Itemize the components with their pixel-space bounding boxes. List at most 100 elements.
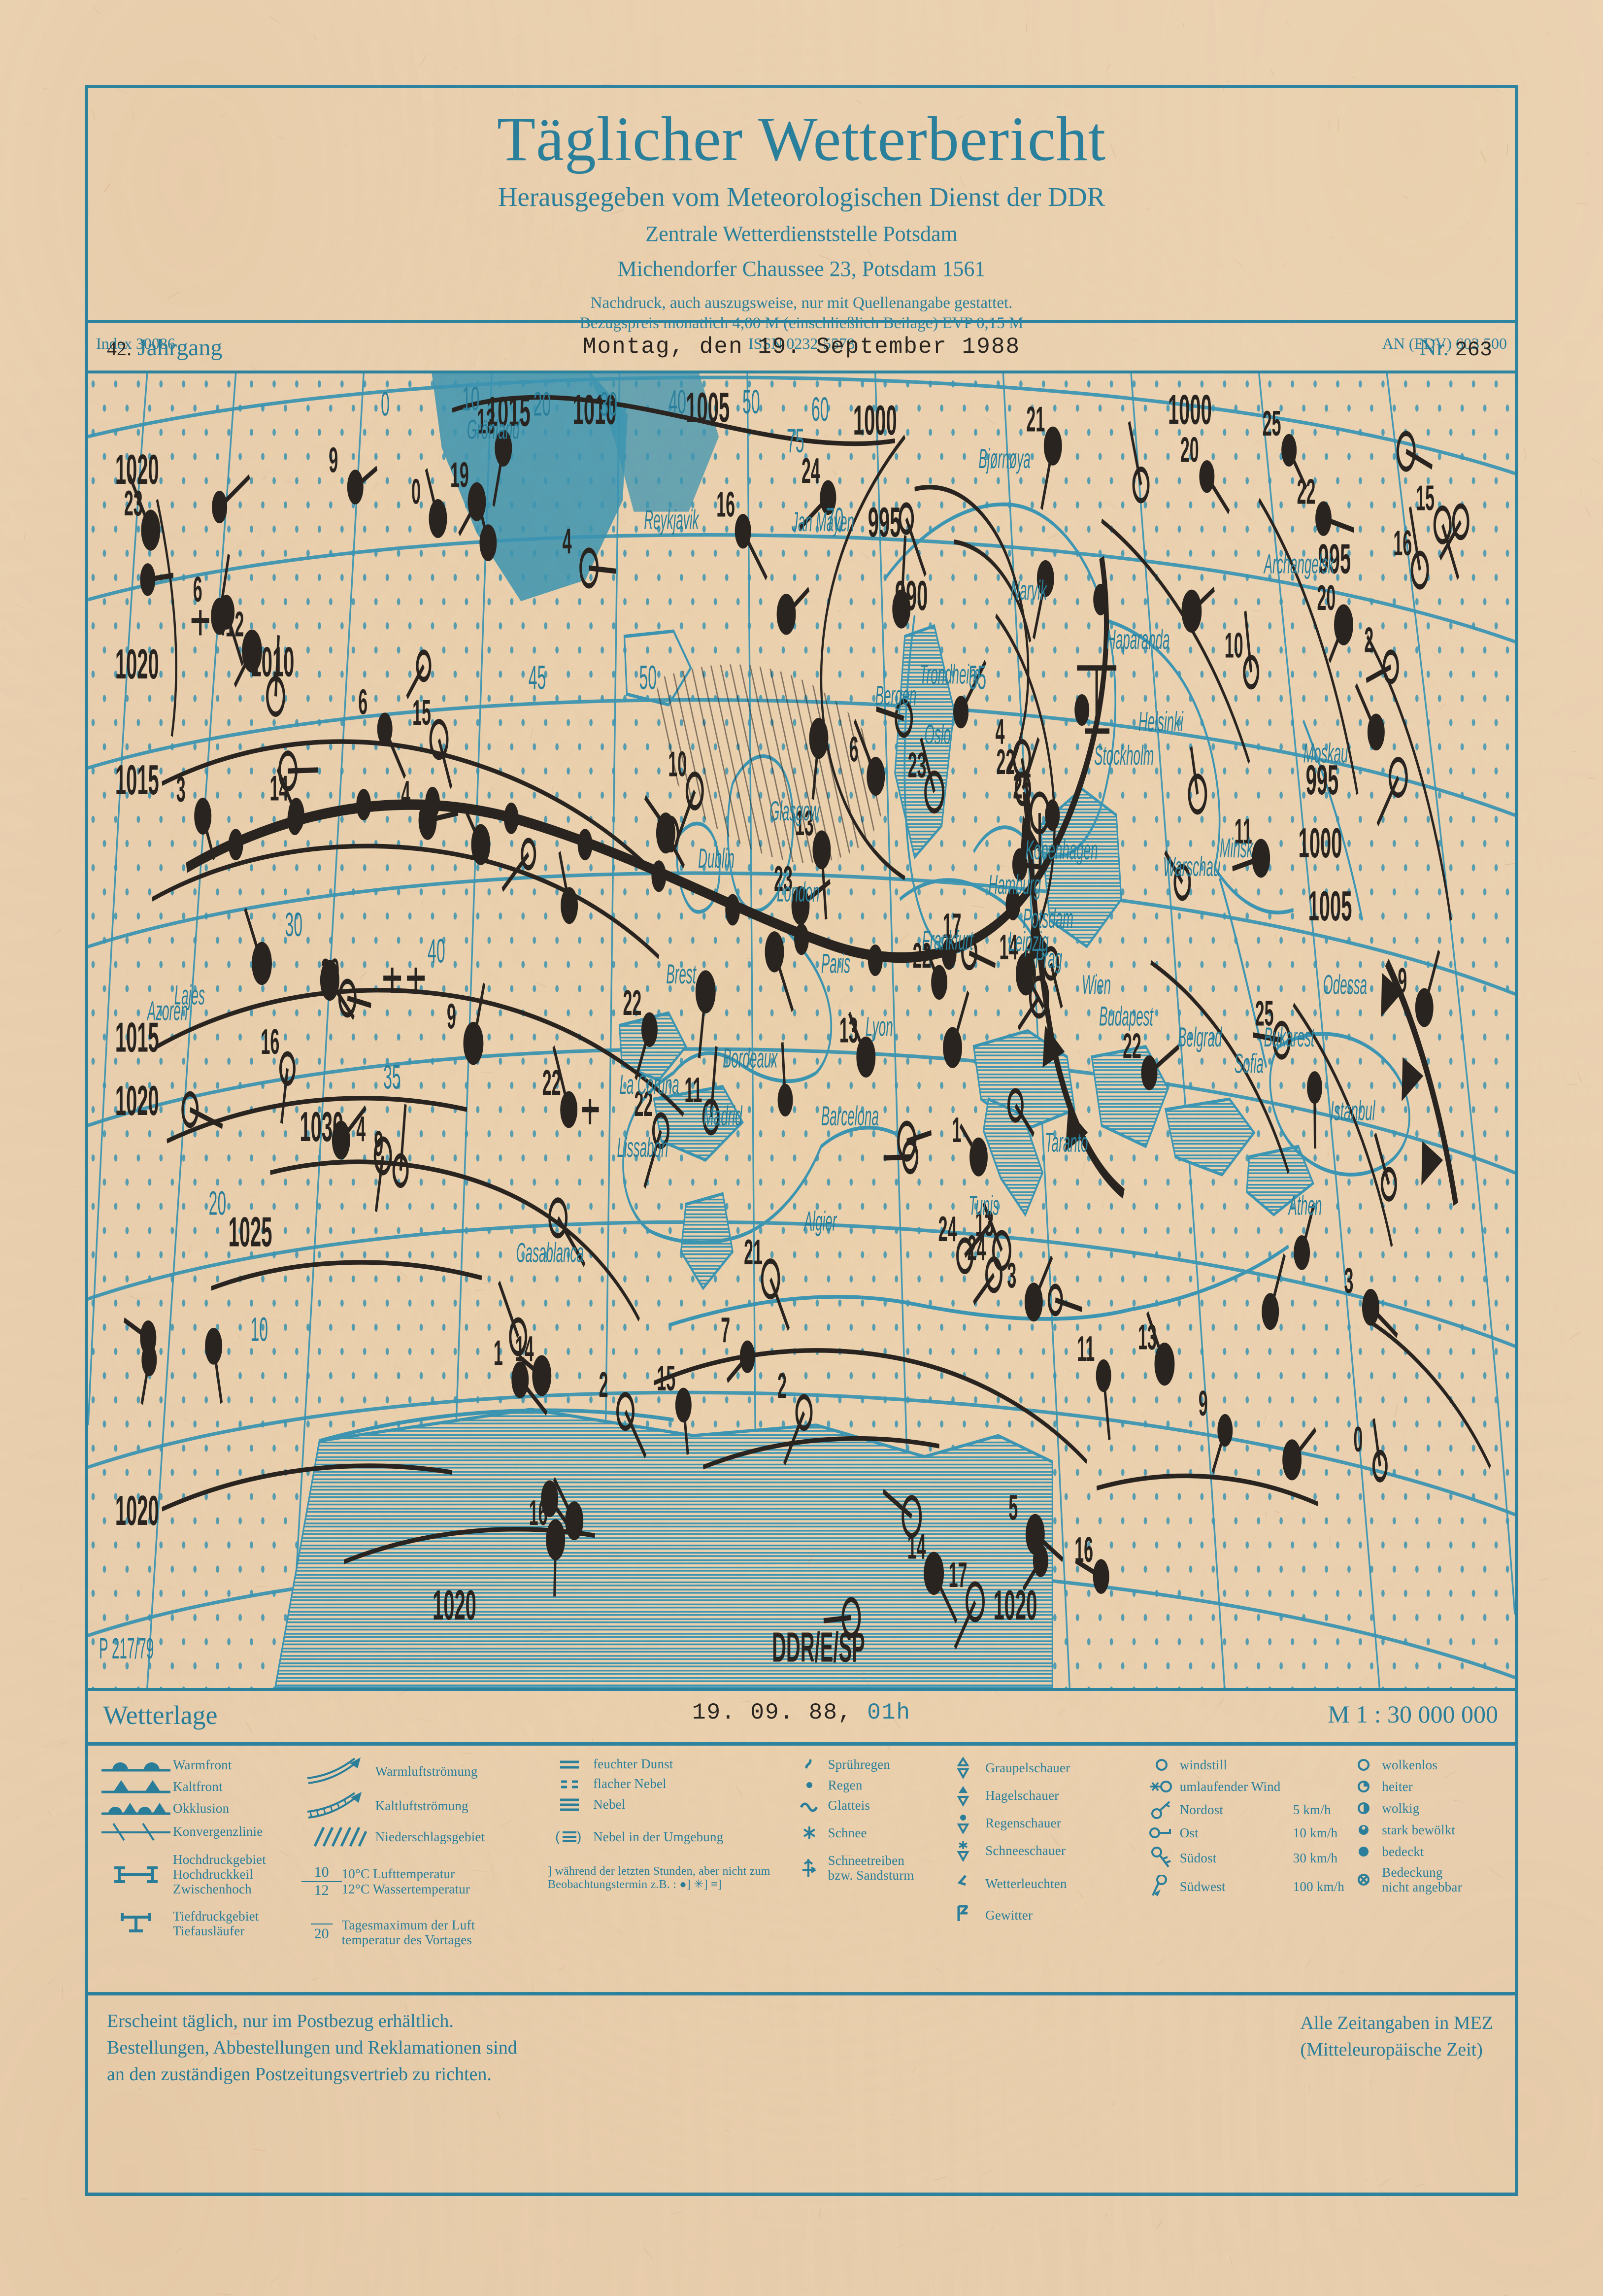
divider-legend-top <box>88 1742 1515 1746</box>
city-label: La Coruna <box>620 1070 679 1100</box>
schneeschauer-icon <box>941 1839 985 1862</box>
city-label: Reykjavik <box>644 505 699 535</box>
station-temperature: 9 <box>1398 961 1407 1001</box>
station-circle <box>1007 1088 1024 1123</box>
station-circle <box>652 1112 669 1149</box>
wind-barb <box>973 1272 995 1306</box>
isobar-label: 1020 <box>115 447 159 494</box>
legend-item-niederschlagsgebiet: Niederschlagsgebiet <box>301 1825 546 1848</box>
city-label: Sofia <box>1235 1049 1264 1079</box>
wind-barb <box>140 1359 151 1405</box>
legend-label: Schneetreiben bzw. Sandsturm <box>828 1853 914 1883</box>
legend-label: Warmfront <box>173 1757 232 1772</box>
station-circle <box>1380 1167 1397 1202</box>
legend-item-wolkenlos: wolkenlos <box>1345 1756 1515 1773</box>
wind-barb <box>128 473 152 532</box>
wind-barb <box>644 795 671 837</box>
wind-barb <box>518 1354 542 1379</box>
wind-barb <box>1040 445 1054 510</box>
wind-barb <box>1211 1429 1226 1474</box>
station-circle <box>479 524 497 561</box>
wind-barb <box>384 727 406 779</box>
legend-column-obscuration: feuchter Dunst flacher Nebel Nebel <box>546 1746 791 1992</box>
city-label: Madrid <box>703 1101 742 1131</box>
wind-barb <box>212 1345 223 1404</box>
wind-barb <box>635 1028 651 1080</box>
cloud-8-icon <box>1345 1843 1382 1860</box>
station-circle <box>521 838 536 871</box>
station-temperature: 20 <box>1180 430 1199 470</box>
legend-item-kaltfront: Kaltfront <box>99 1778 301 1795</box>
station-circle <box>1029 975 1049 1019</box>
legend-item-bedeckung-nicht-angebbar: Bedeckung nicht angebbar <box>1345 1865 1515 1894</box>
wetterlage-band: Wetterlage 19. 09. 88, 01h M 1 : 30 000 … <box>88 1691 1515 1742</box>
isobar-label: 1010 <box>573 387 617 434</box>
legend-item-wind-nordost: Nordost 5 km/h <box>1143 1800 1346 1820</box>
station-temperature: 1 <box>952 1111 962 1150</box>
graticule-label: 10 <box>251 1311 268 1349</box>
legend-item-nebel-umgebung: () Nebel in der Umgebung <box>546 1827 791 1846</box>
wind-barb <box>1035 1532 1064 1562</box>
wetterlage-hour: 01h <box>867 1700 911 1725</box>
wind-barb <box>464 807 482 846</box>
wind-barb <box>374 1155 384 1213</box>
wind-barb <box>1190 746 1199 795</box>
tiefdruck-T-icon <box>99 1912 173 1935</box>
legend-label: heiter <box>1382 1779 1413 1794</box>
city-label: Dublin <box>698 844 735 874</box>
wind-barb <box>406 664 425 700</box>
wind-barb <box>1102 1375 1111 1441</box>
legend-item-wetterleuchten: Wetterleuchten <box>941 1874 1143 1893</box>
isobar-label: 995 <box>868 499 901 546</box>
legend-label: Wetterleuchten <box>985 1876 1067 1891</box>
city-label: Narvik <box>1010 575 1047 606</box>
station-temperature: 13 <box>477 402 496 442</box>
station-temperature: 23 <box>774 859 793 899</box>
graticule-label: 35 <box>383 1059 401 1096</box>
nr-label: Nr. <box>1419 335 1449 361</box>
graticule-label: 60 <box>811 391 829 429</box>
timezone-line-2: (Mitteleuropäische Zeit) <box>1300 2039 1483 2060</box>
wind-barb <box>519 1378 547 1416</box>
city-label: Moskau <box>1303 739 1348 769</box>
station-temperature: 22 <box>913 936 932 976</box>
legend-label: windstill <box>1179 1757 1228 1772</box>
wind-barb <box>501 851 530 892</box>
legend-column-wind: windstill umlaufender Wind Nordost 5 km/… <box>1143 1746 1346 1992</box>
legend-label: wolkenlos <box>1382 1757 1438 1772</box>
legend-label: Regen <box>828 1777 863 1792</box>
wind-barb <box>1423 949 1440 1009</box>
station-temperature: 13 <box>1138 1318 1157 1358</box>
wind-barb <box>924 944 940 984</box>
isobar-label: 1020 <box>115 1488 159 1535</box>
wetterlage-label: Wetterlage <box>103 1700 218 1730</box>
legend-column-flow: Warmluftströmung Kaltluftströmung Nieder… <box>301 1746 546 1992</box>
legend-label: umlaufender Wind <box>1179 1779 1281 1794</box>
legend-label: flacher Nebel <box>593 1776 667 1791</box>
legend-label: Kaltfront <box>173 1779 223 1794</box>
station-temperature: 22 <box>623 983 642 1023</box>
station-temperature: 2 <box>777 1366 787 1406</box>
station-temperature: 22 <box>1123 1026 1141 1066</box>
legend-label: bedeckt <box>1382 1844 1424 1859</box>
kaltfront-icon <box>99 1778 173 1795</box>
legend-label: Nebel in der Umgebung <box>593 1829 724 1845</box>
wind-barb <box>244 907 263 965</box>
publisher-line: Herausgegeben vom Meteorologischen Diens… <box>498 181 1105 212</box>
station-temperature: 23 <box>908 746 927 786</box>
legend-label: Tiefdruckgebiet Tiefausläufer <box>173 1908 259 1938</box>
wind-barb <box>1022 1558 1041 1591</box>
graticule-label: 70 <box>826 502 844 539</box>
city-label: Athen <box>1288 1191 1322 1221</box>
legend-label: 10°C Lufttemperatur 12°C Wassertemperatu… <box>341 1866 470 1896</box>
station-circle <box>509 1317 528 1356</box>
legend-label: Sprühregen <box>828 1756 891 1772</box>
legend-item-temperaturen: 10 12 10°C Lufttemperatur 12°C Wassertem… <box>301 1864 546 1899</box>
station-circle <box>895 699 913 738</box>
wind-suedwest-icon <box>1143 1875 1180 1898</box>
station-circle <box>1217 1414 1233 1447</box>
station-circle <box>1132 466 1150 504</box>
graticule-label: 30 <box>285 907 302 944</box>
city-label: Prag <box>1035 944 1062 974</box>
graticule-label: 20 <box>209 1185 227 1222</box>
